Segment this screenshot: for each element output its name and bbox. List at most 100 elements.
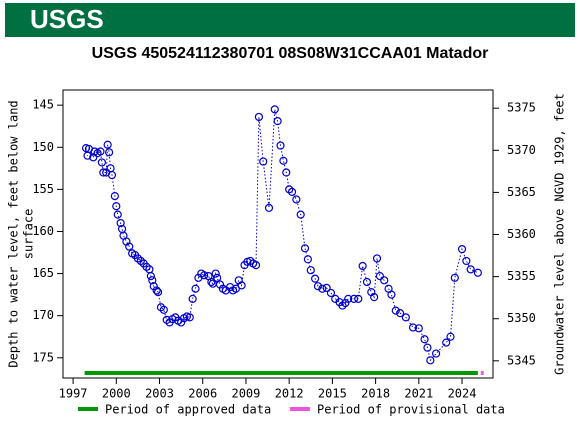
data-point <box>254 112 264 122</box>
data-point <box>282 168 291 177</box>
y2-tick-label: 5355 <box>507 269 536 283</box>
y2-tick-label: 5350 <box>507 311 536 325</box>
y2-tick-label: 5375 <box>507 101 536 115</box>
data-point <box>273 117 282 126</box>
data-point <box>200 271 209 280</box>
x-tick-label: 2000 <box>102 387 131 401</box>
data-point <box>462 256 471 266</box>
y-tick-label: 160 <box>32 224 54 238</box>
data-point <box>326 288 336 298</box>
data-point <box>89 153 98 162</box>
data-point <box>446 332 455 341</box>
data-point <box>112 202 121 211</box>
data-point <box>450 273 459 282</box>
y-label: Depth to water level, feet below land <box>7 100 21 367</box>
data-point <box>259 157 268 166</box>
y2-tick-label: 5365 <box>507 185 536 199</box>
data-point <box>380 276 389 285</box>
legend-label: Period of approved data <box>105 403 271 417</box>
data-point <box>152 286 161 295</box>
data-point <box>310 274 320 283</box>
x-tick-label: 2021 <box>404 387 433 401</box>
data-point <box>318 284 327 293</box>
data-point <box>270 105 279 114</box>
data-point <box>279 156 288 165</box>
legend-label: Period of provisional data <box>317 403 505 417</box>
data-point <box>287 187 297 196</box>
data-point <box>358 261 367 271</box>
x-tick-label: 2006 <box>188 387 217 401</box>
data-point <box>159 305 168 314</box>
y-label: surface <box>22 209 36 260</box>
data-point <box>110 192 119 201</box>
data-point <box>354 294 363 303</box>
y-tick-label: 155 <box>32 182 54 196</box>
y2-tick-label: 5370 <box>507 143 536 157</box>
data-point <box>211 269 220 278</box>
y2-label: Groundwater level above NGVD 1929, feet <box>553 93 567 375</box>
data-point <box>426 356 435 365</box>
y2-tick-label: 5360 <box>507 227 536 241</box>
data-point <box>264 203 274 212</box>
data-point <box>370 293 379 302</box>
data-point <box>313 282 323 291</box>
series-line <box>85 109 479 362</box>
data-point <box>408 323 418 332</box>
data-point <box>96 147 105 156</box>
data-point <box>442 338 451 347</box>
y-tick-label: 170 <box>32 308 54 322</box>
data-point <box>107 170 117 180</box>
data-point <box>391 306 400 315</box>
period-bar <box>84 371 478 375</box>
plot-frame <box>62 89 494 379</box>
data-point <box>276 141 285 150</box>
data-point <box>387 290 396 299</box>
data-point <box>414 324 423 333</box>
data-point <box>306 266 315 275</box>
data-point <box>344 294 353 303</box>
data-point <box>362 277 372 287</box>
data-point <box>473 268 482 277</box>
data-point <box>322 283 331 292</box>
data-point <box>296 210 305 219</box>
data-point <box>99 168 108 177</box>
data-point <box>188 294 197 303</box>
chart-title: USGS 450524112380701 08S08W31CCAA01 Mata… <box>92 45 489 62</box>
x-tick-label: 1997 <box>59 387 88 401</box>
data-point <box>303 255 312 264</box>
data-point <box>251 261 261 270</box>
y-tick-label: 175 <box>32 350 54 364</box>
data-point <box>113 210 122 219</box>
data-point <box>146 272 155 281</box>
data-point <box>185 313 194 322</box>
data-point <box>104 148 114 157</box>
data-point <box>148 276 157 285</box>
data-point <box>116 218 125 228</box>
data-point <box>423 343 432 352</box>
data-point <box>349 294 359 303</box>
x-tick-label: 2009 <box>231 387 260 401</box>
x-tick-label: 2012 <box>275 387 304 401</box>
x-tick-label: 2003 <box>145 387 174 401</box>
data-point <box>153 288 163 297</box>
data-point <box>213 273 222 282</box>
data-point <box>191 284 200 293</box>
period-bar <box>480 371 484 375</box>
x-tick-label: 2018 <box>361 387 390 401</box>
y-tick-label: 165 <box>32 266 54 280</box>
data-point <box>207 277 216 287</box>
data-point <box>103 140 112 149</box>
data-point <box>457 245 467 254</box>
data-point <box>466 265 475 274</box>
y-tick-label: 150 <box>32 140 54 154</box>
data-point <box>401 313 410 322</box>
data-point <box>420 335 429 344</box>
x-tick-label: 2015 <box>318 387 347 401</box>
y-tick-label: 145 <box>32 98 54 112</box>
data-point <box>395 309 405 318</box>
data-point <box>300 244 310 253</box>
data-point <box>375 272 385 281</box>
data-point <box>292 195 301 204</box>
data-point <box>125 242 134 251</box>
